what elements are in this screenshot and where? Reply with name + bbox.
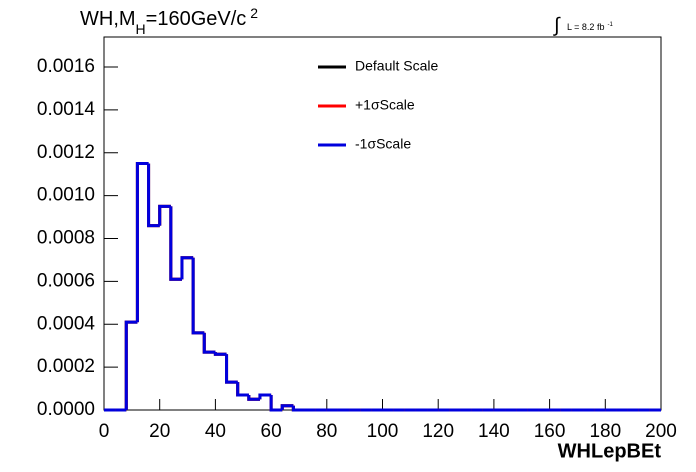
- histogram-bin: [147, 163, 160, 228]
- histogram-bin: [258, 393, 272, 400]
- histogram-bin: [269, 394, 283, 412]
- title-superscript: 2: [250, 5, 258, 21]
- y-tick-label: 0.0016: [37, 56, 95, 77]
- histogram-bin: [180, 256, 194, 280]
- histogram-bin: [124, 320, 138, 410]
- histogram-bin: [202, 332, 216, 354]
- x-tick-label: 60: [261, 421, 282, 442]
- legend-label: Default Scale: [355, 58, 438, 74]
- x-tick-label: 120: [422, 421, 454, 442]
- histogram-bin: [158, 204, 171, 226]
- y-tick-label: 0.0004: [37, 313, 96, 334]
- histogram-bin: [202, 332, 216, 354]
- y-tick-label: 0.0006: [37, 270, 95, 291]
- x-tick-label: 100: [367, 421, 399, 442]
- histogram-bin: [213, 352, 227, 356]
- x-tick-label: 20: [149, 421, 170, 442]
- title-subscript: H: [136, 21, 146, 37]
- histogram-bin: [225, 354, 238, 384]
- y-tick-label: 0.0012: [37, 142, 95, 163]
- histogram-bin: [180, 256, 194, 280]
- lumi-text: L = 8.2 fb -1: [567, 22, 613, 33]
- x-tick-label: 80: [316, 421, 337, 442]
- histogram-bin: [191, 257, 205, 335]
- histogram-bin: [135, 161, 149, 323]
- histogram-bin: [158, 204, 171, 226]
- histogram-bin: [158, 204, 171, 226]
- histogram-bin: [280, 404, 294, 410]
- histogram-bin: [147, 163, 160, 228]
- lumi-part: L = 8.2 fb: [567, 22, 604, 32]
- lumi-superscript: -1: [607, 22, 613, 28]
- y-tick-label: 0.0002: [37, 356, 95, 377]
- histogram-bin: [169, 206, 182, 281]
- y-tick-label: 0.0008: [37, 228, 95, 249]
- x-tick-label: 140: [478, 421, 510, 442]
- histogram-bin: [291, 405, 305, 412]
- y-tick-label: 0.0000: [37, 399, 95, 420]
- histogram-bin: [236, 382, 249, 397]
- histogram-bin: [202, 332, 216, 354]
- legend-label: +1σScale: [355, 97, 415, 113]
- histogram-bin: [169, 206, 182, 281]
- histogram-bin: [169, 206, 182, 281]
- x-tick-label: 40: [205, 421, 226, 442]
- histogram-bin: [236, 382, 249, 397]
- histogram-bin: [135, 161, 149, 323]
- y-tick-label: 0.0014: [37, 99, 96, 120]
- x-tick-label: 200: [645, 421, 677, 442]
- title-part: WH,M: [80, 8, 136, 30]
- x-tick-label: 180: [589, 421, 621, 442]
- x-axis-label: WHLepBEt: [558, 440, 662, 462]
- histogram-bin: [147, 163, 160, 228]
- histogram-bin: [225, 354, 238, 384]
- histogram-bin: [135, 161, 149, 323]
- x-tick-label: 160: [534, 421, 566, 442]
- histogram-bin: [269, 394, 283, 412]
- legend-label: -1σScale: [355, 136, 411, 152]
- histogram-bin: [124, 320, 138, 410]
- title-part: =160GeV/c: [146, 8, 247, 30]
- histogram-bin: [191, 257, 205, 335]
- chart-title: WH,MH=160GeV/c 2: [80, 5, 258, 37]
- histogram-bin: [247, 394, 260, 401]
- histogram-bin: [180, 256, 194, 280]
- x-tick-label: 0: [99, 421, 110, 442]
- histogram-bin: [124, 320, 138, 410]
- histogram-bin: [236, 382, 249, 397]
- y-tick-label: 0.0010: [37, 185, 95, 206]
- histogram-bin: [269, 394, 283, 412]
- plot-frame: [103, 36, 662, 411]
- lumi-integral: ∫: [553, 14, 561, 36]
- histogram-bin: [191, 257, 205, 335]
- histogram-bin: [225, 354, 238, 384]
